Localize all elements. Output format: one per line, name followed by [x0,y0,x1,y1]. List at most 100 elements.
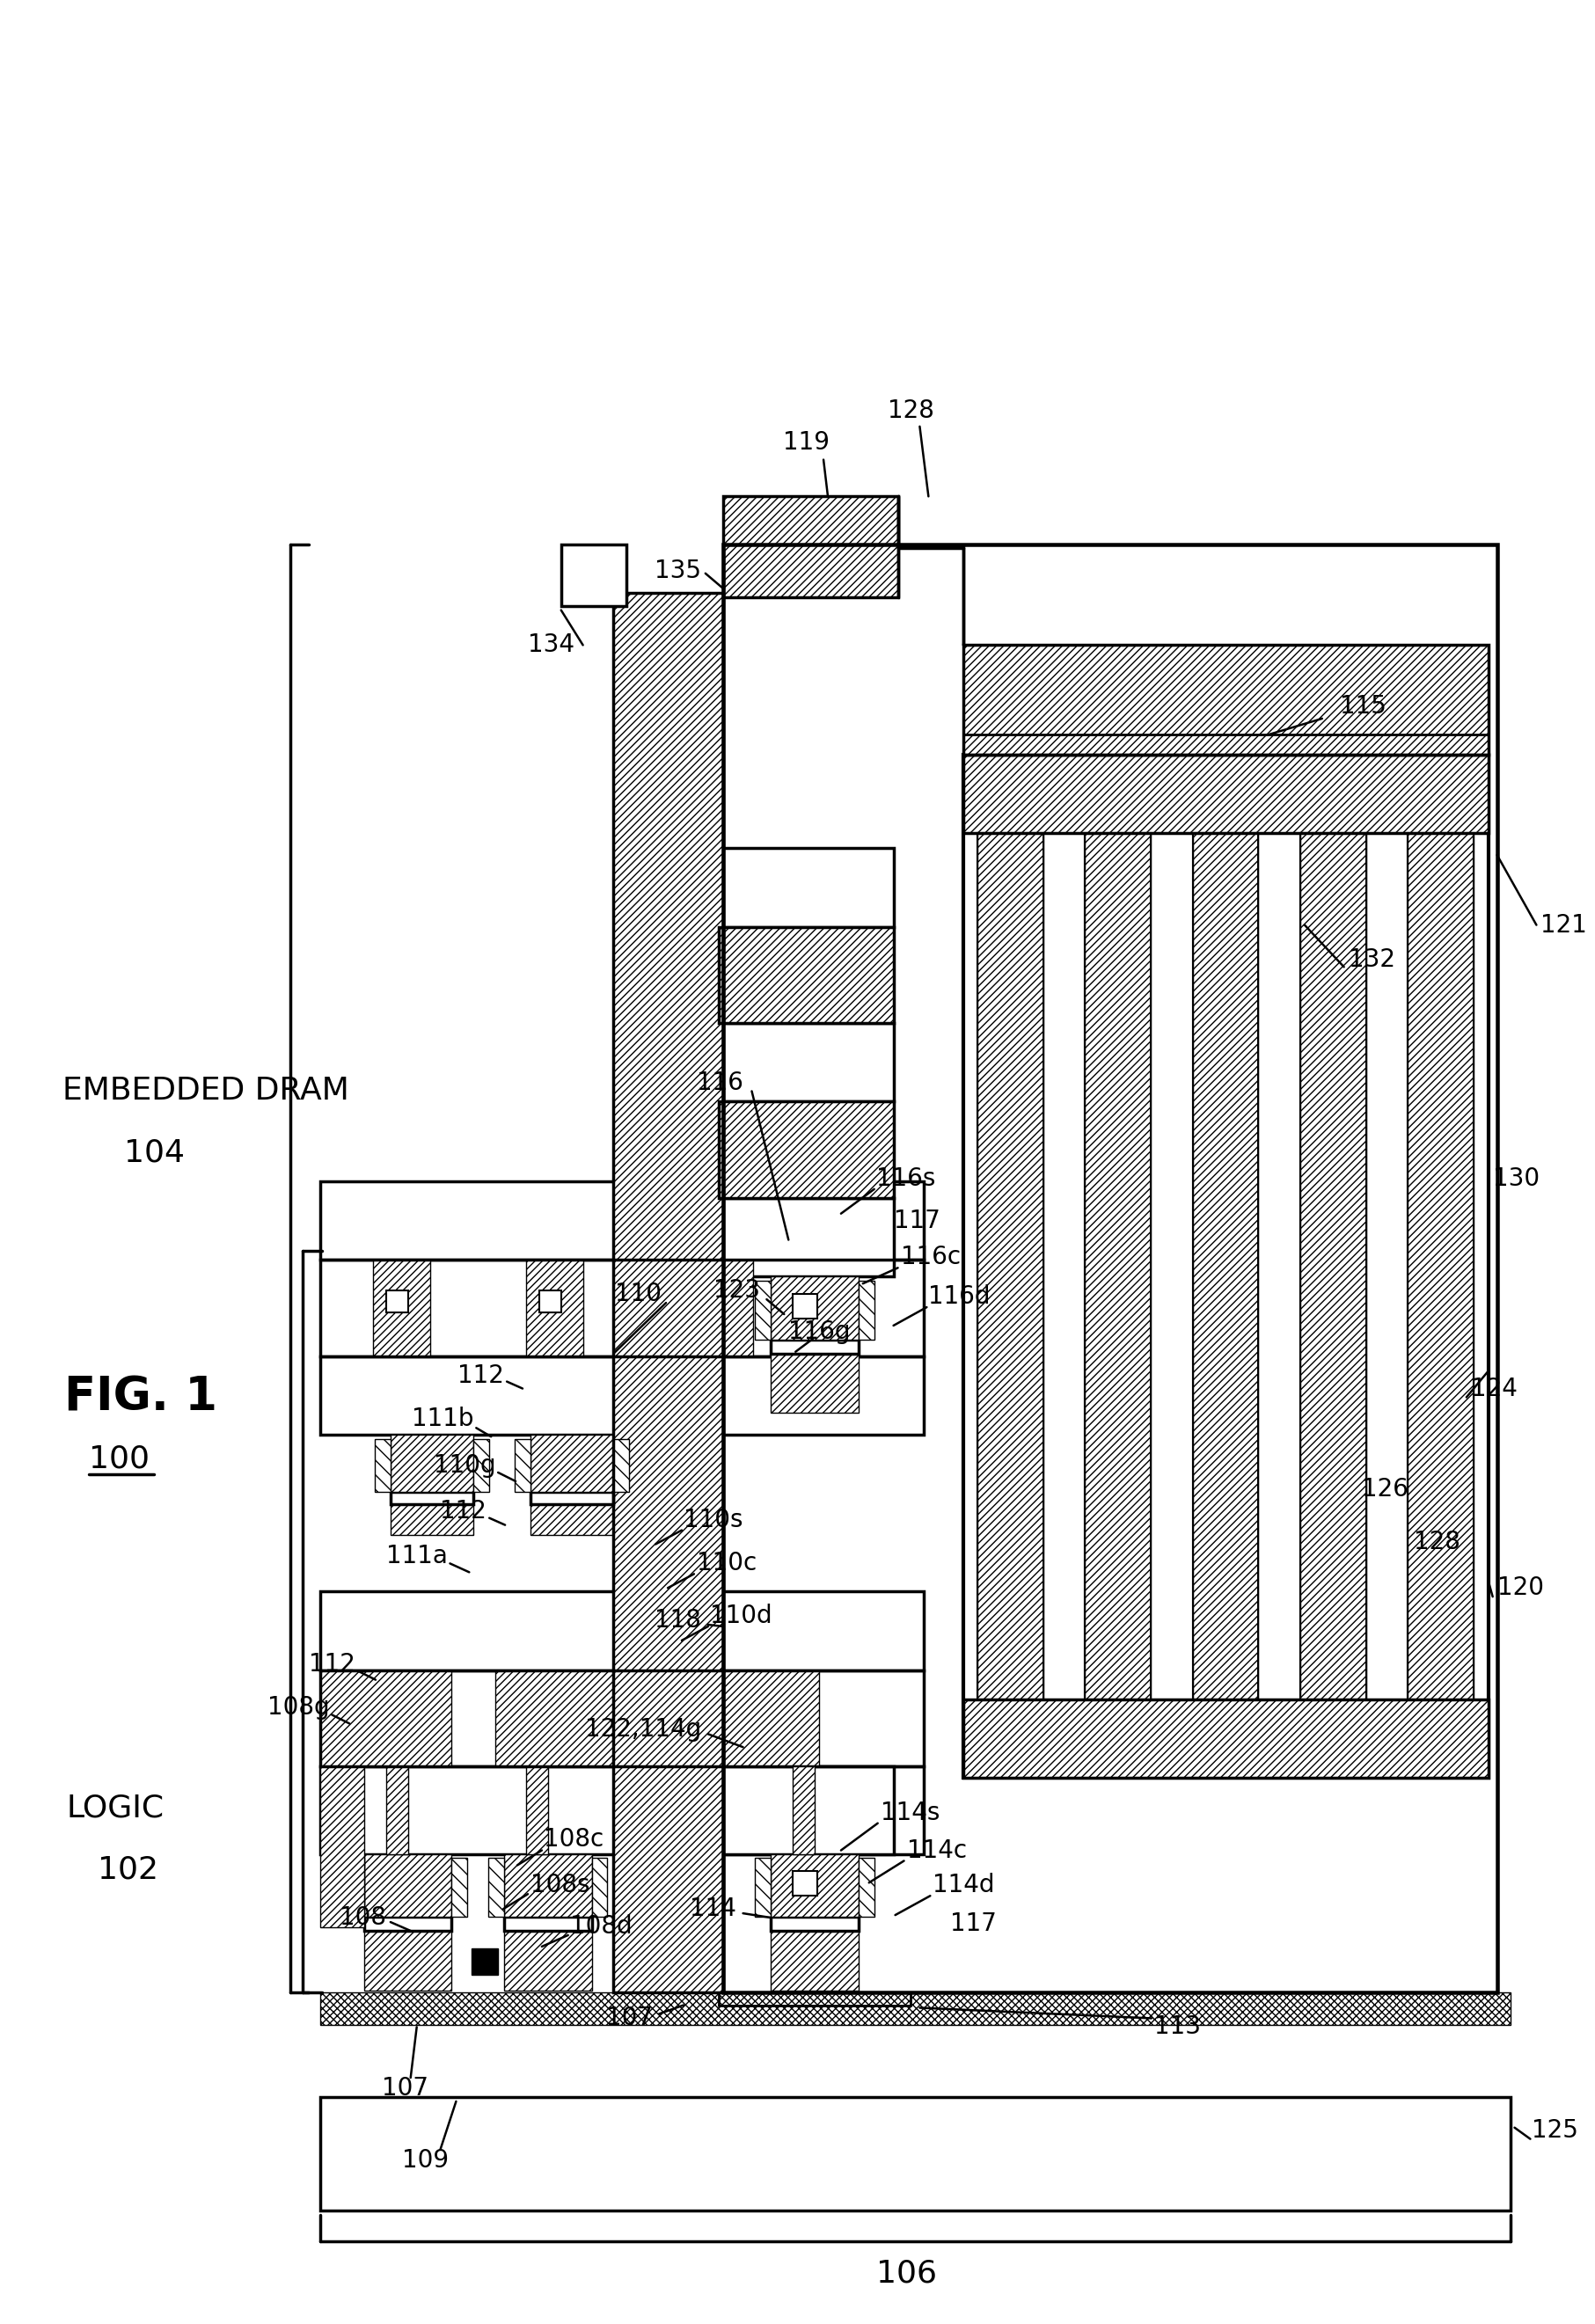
Bar [391,1504,474,1534]
Bar [718,1023,893,1102]
Bar [321,1260,924,1357]
Bar [614,593,723,1992]
Text: 110: 110 [616,1283,662,1306]
Bar [364,1855,451,1917]
Bar [1408,832,1474,1699]
Bar [561,544,627,607]
Bar [614,1439,630,1492]
Bar [539,1290,561,1313]
Bar [321,1181,924,1260]
Text: 120: 120 [1498,1576,1544,1601]
Text: 132: 132 [1348,948,1396,971]
Text: FIG. 1: FIG. 1 [64,1373,217,1420]
Bar [723,497,898,597]
Text: 121: 121 [1541,913,1587,937]
Text: 112: 112 [309,1652,356,1676]
Text: 123: 123 [715,1278,761,1304]
Bar [718,848,893,927]
Text: 122,114g: 122,114g [585,1717,702,1743]
Text: 128: 128 [1413,1529,1461,1555]
Bar [718,927,893,1023]
Text: 113: 113 [1155,2015,1201,2040]
Bar [718,927,893,1023]
Bar [526,1260,582,1357]
Text: 102: 102 [97,1855,158,1885]
Bar [592,1859,608,1917]
Bar [504,1917,592,1931]
Bar [321,1592,924,1671]
Bar [1193,832,1258,1699]
Bar [364,1917,451,1931]
Text: 108d: 108d [569,1915,632,1938]
Bar [1085,832,1150,1699]
Text: 116: 116 [697,1069,743,1095]
Text: 116d: 116d [928,1285,990,1308]
Bar [1043,832,1085,1699]
Bar [1258,832,1300,1699]
Bar [321,1766,924,1855]
Text: 126: 126 [1362,1476,1408,1501]
Bar [1085,832,1150,1699]
Bar [531,1434,614,1492]
Text: 117: 117 [893,1208,939,1234]
Bar [375,1439,391,1492]
Bar [1408,832,1474,1699]
Bar [756,1281,770,1339]
Bar [963,755,1488,1778]
Text: 125: 125 [1533,2117,1579,2143]
Bar [561,544,627,607]
Bar [348,1859,364,1917]
Bar [531,1504,614,1534]
Text: 119: 119 [783,430,829,456]
Text: 115: 115 [1340,695,1386,718]
Bar [488,1859,504,1917]
Bar [321,1671,924,1766]
Bar [770,1931,858,1989]
Bar [504,1855,592,1917]
Bar [391,1492,474,1504]
Text: 116g: 116g [788,1320,850,1343]
Bar [687,1671,820,1766]
Bar [1193,832,1258,1699]
Text: 114: 114 [689,1896,735,1922]
Bar [793,1766,815,1855]
Bar [364,1931,451,1989]
Bar [451,1859,467,1917]
Text: 110s: 110s [684,1508,743,1532]
Bar [718,1766,893,1855]
Bar [858,1859,874,1917]
Bar [963,646,1488,755]
Text: 134: 134 [528,632,574,658]
Bar [321,2096,1510,2210]
Bar [963,755,1488,832]
Bar [321,1357,924,1434]
Text: 114d: 114d [933,1873,995,1899]
Bar [1365,832,1408,1699]
Text: 110c: 110c [697,1550,756,1576]
Bar [386,1766,408,1855]
Bar [793,1294,817,1318]
Bar [963,755,1488,832]
Text: 111b: 111b [412,1406,474,1432]
Bar [978,832,1043,1699]
Bar [718,1197,893,1276]
Bar [531,1492,614,1504]
Text: 108: 108 [340,1906,386,1929]
Bar [770,1339,858,1353]
Bar [718,1102,893,1197]
Bar [718,1102,893,1197]
Text: 100: 100 [89,1443,150,1473]
Bar [391,1434,474,1492]
Bar [963,646,1488,755]
Text: 110d: 110d [710,1604,772,1629]
Text: 104: 104 [124,1136,185,1167]
Bar [496,1671,627,1766]
Text: 116s: 116s [876,1167,935,1190]
Text: 107: 107 [606,2006,652,2031]
Bar [723,497,898,597]
Text: 108g: 108g [266,1697,329,1720]
Bar [321,1992,1510,2024]
Bar [1300,832,1365,1699]
Bar [472,1948,498,1975]
Bar [504,1931,592,1989]
